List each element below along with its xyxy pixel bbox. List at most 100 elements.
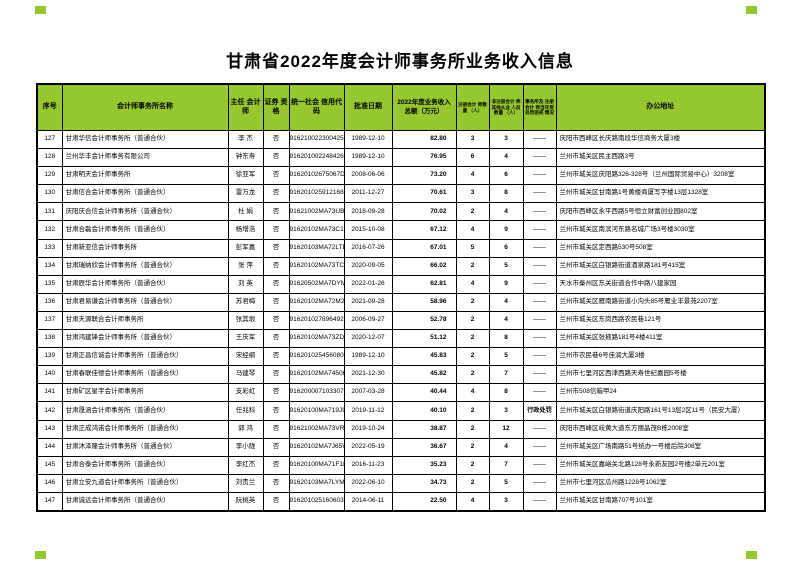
cell-chief: 阮桃英 [227,491,264,512]
header-serial-number: 序号 [36,83,63,131]
header-securities-qualification: 证券 资格 [262,83,290,131]
cell-revenue: 22.50 [391,491,457,512]
cell-date: 2022-06-10 [343,473,393,493]
cell-no: 146 [36,473,63,493]
cell-chief: 宋经纲 [227,347,264,367]
cell-date: 2020-09-05 [343,256,393,276]
cell-cpa: 5 [455,238,490,258]
cell-cpa: 4 [455,220,490,240]
cell-cpa: 2 [455,365,490,385]
revenue-table: 序号 会计师事务所名称 主任 会计师 证券 资格 统一社会 信用代码 批准日期 … [36,83,766,512]
cell-code: 916200007103307334 [288,383,345,403]
corner-mark [35,6,46,14]
cell-cpa: 4 [455,274,490,294]
cell-penalty: —— [522,310,557,331]
cell-date: 2015-10-08 [343,220,393,240]
cell-chief: 任兆科 [227,401,264,421]
cell-cpa: 2 [455,347,490,367]
cell-other: 12 [488,419,524,439]
cell-other: 9 [488,220,524,240]
cell-no: 130 [36,184,63,204]
cell-other: 6 [488,166,524,186]
cell-penalty: —— [522,292,557,312]
cell-other: 4 [488,310,524,331]
cell-no: 137 [36,310,63,331]
cell-address: 兰州市城关区甘南路707号101室 [555,491,766,512]
cell-other: 7 [488,365,524,385]
table-row: 129甘肃明天会计师事务所徐亚军否91620102675067D14T2008-… [36,166,766,186]
cell-no: 140 [36,365,63,385]
cell-penalty: —— [522,184,557,204]
cell-no: 133 [36,238,63,258]
cell-date: 2022-05-19 [343,437,393,457]
cell-cpa: 4 [455,166,490,186]
cell-chief: 彭军嘉 [227,238,264,258]
cell-code: 91620502MA7DYMC63A [288,274,345,294]
cell-cpa: 4 [455,383,490,403]
cell-code: 91620102MA74506G79 [288,365,345,385]
cell-code: 91620100MA71F1BL8Q [288,455,345,475]
cell-date: 2020-12-07 [343,329,393,349]
table-row: 145甘肃合泰会计师事务所（普通合伙）李红杰否91620100MA71F1BL8… [36,455,766,475]
cell-cpa: 2 [455,292,490,312]
cell-address: 兰州市城关区南滨河东路名城广场3号楼3030室 [555,220,766,240]
cell-code: 91620103MA72LTDP2G [288,238,345,258]
cell-cpa: 6 [455,148,490,168]
cell-penalty: —— [522,256,557,276]
cell-chief: 支彩虹 [227,383,264,403]
corner-mark [746,551,757,559]
cell-sec: 否 [262,329,290,349]
cell-no: 127 [36,129,63,150]
cell-sec: 否 [262,347,290,367]
cell-revenue: 67.01 [391,238,457,258]
cell-date: 2019-10-24 [343,419,393,439]
cell-date: 2006-09-27 [343,310,393,331]
cell-name: 甘肃正成鸿诺会计师事务所（普通合伙） [61,419,229,439]
cell-code: 916210022300425K8H [288,129,345,150]
cell-name: 甘肃新亚信会计师事务所 [61,238,229,258]
cell-address: 兰州市七里河区西津西路天寿世纪嘉园5号楼 [555,365,766,385]
cell-address: 庆阳市西峰区岐黄大道东方丽晶茂B栋2008室 [555,419,766,439]
cell-name: 甘肃诚远会计师事务所（普通合伙） [61,491,229,512]
cell-name: 甘肃矿区星宇会计师事务所 [61,383,229,403]
cell-other: 8 [488,329,524,349]
cell-chief: 张 萍 [227,256,264,276]
cell-name: 甘肃天源联合会计师事务所 [61,310,229,331]
cell-no: 135 [36,274,63,294]
cell-code: 916201025456080490 [288,347,345,367]
cell-no: 138 [36,329,63,349]
header-penalty-status: 事务所及 注册会计 师当年受 处罚惩戒 情况 [522,83,557,131]
cell-date: 2014-06-11 [343,491,393,512]
cell-chief: 钟东寿 [227,148,264,168]
cell-revenue: 38.87 [391,419,457,439]
header-chief-accountant: 主任 会计师 [227,83,264,131]
cell-revenue: 40.44 [391,383,457,403]
table-row: 139 甘肃正昌信诚会计师事务所（普通合伙） 宋经纲否 916201025456080… [36,347,766,367]
cell-code: 91620102MA73ZDP67R [288,329,345,349]
cell-revenue: 62.81 [391,274,457,294]
header-office-address: 办公地址 [555,83,766,131]
table-row: 130甘肃信合会计师事务所（普通合伙）雷万龙否91620102591216849… [36,184,766,204]
cell-sec: 否 [262,383,290,403]
cell-address: 兰州市城关区嘉峪关北路128号永新友园2号楼2单元201室 [555,455,766,475]
cell-address: 兰州市城关区白银路街道庆阳路161号13层2区11号（民安大厦） [555,401,766,421]
cell-sec: 否 [262,491,290,512]
cell-code: 91620103MA7LYM5N9G [288,473,345,493]
cell-no: 143 [36,419,63,439]
cell-sec: 否 [262,202,290,222]
cell-no: 131 [36,202,63,222]
cell-date: 2011-12-27 [343,184,393,204]
cell-other: 7 [488,455,524,475]
table-row: 138甘肃鸿建锋会计师事务所（普通合伙）王庆军否91620102MA73ZDP6… [36,329,766,349]
cell-penalty: —— [522,238,557,258]
cell-name: 甘肃君易谦会计师事务所（普通合伙） [61,292,229,312]
cell-cpa: 2 [455,202,490,222]
cell-sec: 否 [262,473,290,493]
cell-address: 兰州市七里河区瓜州路1228号1062室 [555,473,766,493]
cell-other: 5 [488,347,524,367]
cell-other: 5 [488,256,524,276]
cell-sec: 否 [262,437,290,457]
cell-chief: 李 杰 [227,129,264,150]
